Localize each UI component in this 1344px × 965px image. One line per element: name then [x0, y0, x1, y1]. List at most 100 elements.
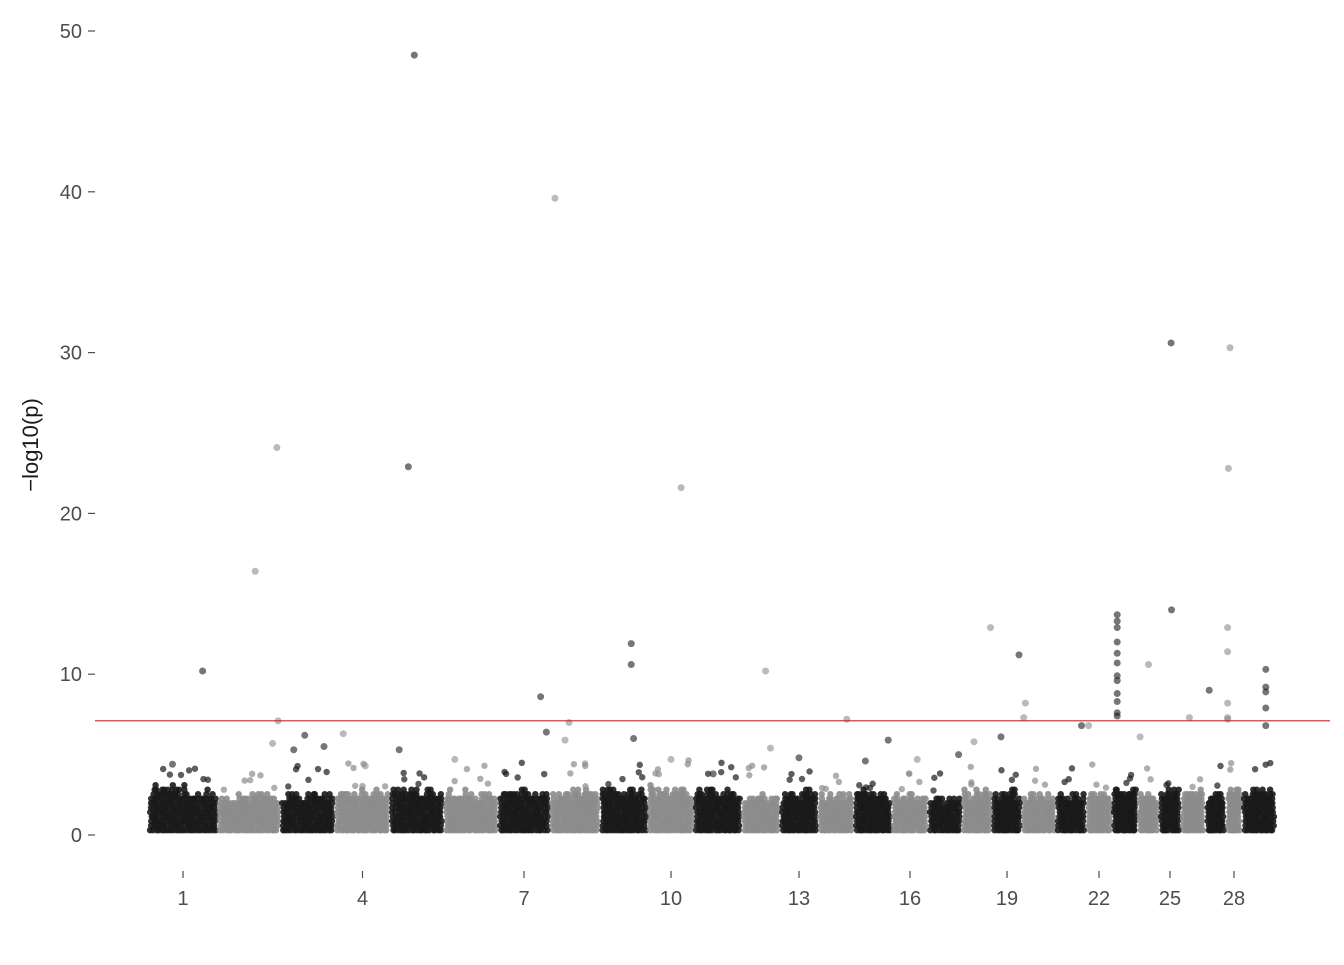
snp-point [1153, 799, 1161, 807]
snp-point [965, 790, 972, 798]
snp-hit-point [884, 736, 892, 744]
snp-point [1011, 786, 1018, 793]
snp-point [344, 790, 352, 798]
snp-point [185, 767, 193, 774]
snp-hit-point [542, 728, 550, 736]
snp-point [736, 795, 743, 802]
snp-point [564, 790, 572, 798]
snp-point [862, 790, 870, 798]
snp-point [649, 786, 657, 793]
snp-point [1147, 776, 1154, 783]
snp-point [1196, 776, 1204, 783]
snp-point [462, 786, 469, 793]
snp-point [856, 782, 863, 789]
snp-hit-point [1113, 698, 1121, 706]
snp-point [593, 813, 600, 820]
snp-point [956, 799, 963, 807]
snp-point [654, 766, 662, 773]
snp-point [955, 817, 963, 825]
snp-point [152, 781, 159, 789]
snp-point [477, 775, 484, 783]
snp-hit-point [1145, 661, 1152, 669]
snp-point [581, 760, 589, 767]
chromosome-18-points [960, 763, 994, 834]
snp-point [345, 760, 352, 767]
snp-point [491, 826, 499, 834]
snp-point [377, 790, 384, 798]
snp-point [798, 775, 806, 783]
snp-point [956, 795, 963, 802]
snp-hit-point [987, 624, 994, 632]
snp-point [246, 776, 254, 784]
y-axis-title: −log10(p) [18, 398, 43, 492]
snp-hit-point [913, 755, 921, 763]
snp-point [1132, 786, 1139, 793]
chromosome-19-points [991, 767, 1024, 834]
snp-point [1131, 826, 1138, 834]
chromosome-11-points [692, 759, 743, 834]
chromosome-22-points [1085, 761, 1114, 834]
snp-point [746, 772, 753, 779]
snp-point [159, 765, 167, 773]
snp-point [570, 761, 578, 768]
snp-point [930, 787, 937, 794]
snp-point [938, 795, 946, 802]
snp-point [684, 761, 691, 768]
snp-hit-point [1185, 714, 1193, 722]
snp-point [1251, 765, 1259, 773]
snp-point [811, 799, 819, 807]
snp-point [788, 770, 795, 778]
snp-hit-point [1113, 689, 1121, 697]
snp-point [543, 799, 551, 807]
snp-point [650, 790, 657, 798]
snp-point [273, 804, 281, 811]
chromosome-2-points [216, 770, 282, 834]
snp-point [175, 786, 183, 793]
snp-hit-point [565, 718, 573, 726]
snp-point [1074, 795, 1082, 802]
chromosome-14-points [817, 772, 855, 834]
snp-point [1012, 771, 1019, 778]
snp-point [709, 786, 716, 793]
snp-point [415, 780, 422, 788]
snp-point [950, 795, 958, 802]
snp-point [328, 826, 335, 834]
snp-point [468, 790, 475, 798]
snp-hit-point [273, 443, 281, 451]
snp-point [1089, 761, 1096, 768]
snp-point [518, 759, 526, 767]
x-tick-label: 22 [1088, 888, 1110, 910]
snp-hit-point [1262, 704, 1270, 712]
chromosome-12-points [740, 762, 782, 834]
snp-point [570, 786, 577, 793]
snp-point [818, 790, 825, 798]
snp-point [1214, 782, 1221, 789]
snp-point [786, 776, 793, 783]
snp-point [241, 777, 248, 784]
snp-hit-point [1136, 733, 1144, 741]
snp-point [394, 786, 402, 793]
chromosome-3-points [279, 762, 336, 834]
snp-hit-point [290, 746, 298, 754]
snp-hit-point [1262, 683, 1270, 691]
snp-point [1219, 799, 1226, 807]
snp-point [220, 786, 228, 793]
chromosome-15-points [852, 780, 894, 834]
snp-point [1060, 795, 1067, 802]
snp-hit-point [169, 760, 176, 768]
snp-point [641, 799, 648, 807]
chromosome-23-points [1110, 771, 1139, 834]
snp-point [413, 790, 420, 798]
snp-point [985, 822, 993, 829]
snp-point [636, 761, 644, 769]
snp-hit-point [677, 484, 685, 492]
chromosome-7-points [496, 759, 552, 834]
snp-point [886, 799, 893, 807]
snp-hit-point [1113, 649, 1121, 657]
snp-hit-point [667, 755, 675, 763]
snp-hit-point [1113, 624, 1121, 632]
x-tick-label: 1 [177, 888, 188, 910]
snp-hit-point [1020, 714, 1028, 722]
snp-point [1105, 795, 1112, 802]
